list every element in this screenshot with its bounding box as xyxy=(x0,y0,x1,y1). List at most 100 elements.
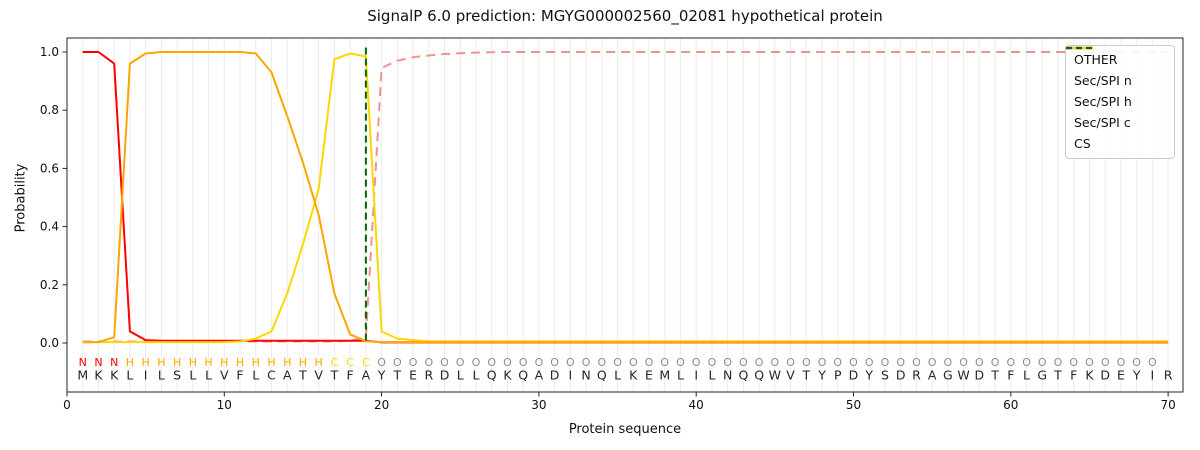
region-letter: H xyxy=(252,356,260,369)
residue-letter: D xyxy=(975,368,985,383)
residue-letter: I xyxy=(569,368,573,383)
region-letter: O xyxy=(1148,356,1157,369)
residue-letter: T xyxy=(393,368,402,383)
residue-letter: Q xyxy=(597,368,607,383)
residue-letter: L xyxy=(472,368,479,383)
legend-label: Sec/SPI c xyxy=(1074,115,1131,130)
region-letter: O xyxy=(708,356,717,369)
residue-letter: L xyxy=(457,368,464,383)
x-axis: 0 10 20 30 40 50 60 70 xyxy=(63,392,1176,412)
residue-letter: Q xyxy=(487,368,497,383)
region-letter: O xyxy=(1069,356,1078,369)
residue-letter: L xyxy=(614,368,621,383)
x-tick-label: 50 xyxy=(846,398,861,412)
residue-letter: I xyxy=(144,368,148,383)
legend-label: Sec/SPI n xyxy=(1074,73,1132,88)
region-letter: O xyxy=(676,356,685,369)
region-letter: O xyxy=(424,356,433,369)
region-letter: H xyxy=(189,356,197,369)
residue-letter: L xyxy=(205,368,212,383)
residue-letter: V xyxy=(314,368,323,383)
residue-letter: M xyxy=(659,368,670,383)
series-line-sec-spi-h xyxy=(82,51,1169,344)
region-letter: H xyxy=(142,356,150,369)
region-letter: O xyxy=(660,356,669,369)
region-letter: O xyxy=(739,356,748,369)
region-letter: H xyxy=(157,356,165,369)
region-letter: O xyxy=(849,356,858,369)
y-axis: 0.0 0.2 0.4 0.6 0.8 1.0 xyxy=(40,45,67,350)
chart-title: SignalP 6.0 prediction: MGYG000002560_02… xyxy=(367,7,883,25)
series-line-sec-spi-c xyxy=(82,52,1169,344)
x-tick-label: 60 xyxy=(1003,398,1018,412)
region-letter: O xyxy=(975,356,984,369)
residue-letter: R xyxy=(912,368,921,383)
x-tick-label: 0 xyxy=(63,398,71,412)
y-tick-label: 0.4 xyxy=(40,220,59,234)
region-letter: O xyxy=(771,356,780,369)
region-letter: N xyxy=(79,356,87,369)
x-axis-label: Protein sequence xyxy=(568,422,682,437)
residue-letter: F xyxy=(347,368,354,383)
residue-letter: A xyxy=(362,368,371,383)
region-letter: O xyxy=(487,356,496,369)
residue-letter: D xyxy=(896,368,906,383)
residue-letter: A xyxy=(283,368,292,383)
region-letter: H xyxy=(220,356,228,369)
region-letter: O xyxy=(1085,356,1094,369)
y-tick-label: 1.0 xyxy=(40,45,59,59)
residue-letter: Q xyxy=(754,368,764,383)
region-letter: O xyxy=(818,356,827,369)
x-tick-label: 70 xyxy=(1160,398,1175,412)
legend-item-cs: CS xyxy=(1066,46,1166,151)
region-letter: O xyxy=(503,356,512,369)
region-letter: O xyxy=(833,356,842,369)
region-letter: O xyxy=(802,356,811,369)
series-line-sec-spi-n xyxy=(82,51,1169,344)
residue-letter: L xyxy=(189,368,196,383)
region-letter: O xyxy=(755,356,764,369)
region-letter: O xyxy=(393,356,402,369)
residue-letter: W xyxy=(957,368,969,383)
region-letter: O xyxy=(582,356,591,369)
residue-letter: W xyxy=(769,368,781,383)
gridlines xyxy=(82,38,1169,392)
region-letter: O xyxy=(597,356,606,369)
residue-letter: D xyxy=(440,368,450,383)
residue-letter: S xyxy=(881,368,889,383)
residue-letter: Q xyxy=(738,368,748,383)
region-letter: H xyxy=(173,356,181,369)
y-tick-label: 0.8 xyxy=(40,103,59,117)
region-letter: H xyxy=(315,356,323,369)
residue-letter: A xyxy=(928,368,937,383)
region-letter: H xyxy=(283,356,291,369)
region-letter: O xyxy=(912,356,921,369)
residue-letter: D xyxy=(849,368,859,383)
region-letter: O xyxy=(472,356,481,369)
residue-letter: E xyxy=(645,368,653,383)
x-tick-label: 10 xyxy=(217,398,232,412)
region-letter: O xyxy=(629,356,638,369)
residue-letter: L xyxy=(252,368,259,383)
residue-letter: Q xyxy=(518,368,528,383)
legend-label: CS xyxy=(1074,136,1091,151)
residue-letter: K xyxy=(1085,368,1094,383)
region-letter: O xyxy=(519,356,528,369)
region-letter: O xyxy=(896,356,905,369)
residue-letter: F xyxy=(236,368,243,383)
residue-letter: I xyxy=(1151,368,1155,383)
legend-item-sec-spi-n: Sec/SPI n xyxy=(1066,46,1166,88)
x-tick-label: 40 xyxy=(689,398,704,412)
legend-swatch-line xyxy=(1066,46,1093,50)
residue-letter: L xyxy=(708,368,715,383)
residue-letter: Y xyxy=(377,368,386,383)
residue-letter: L xyxy=(158,368,165,383)
legend-item-other: OTHER xyxy=(1066,46,1166,67)
residue-letter: S xyxy=(173,368,181,383)
residue-letter: V xyxy=(786,368,795,383)
residue-letter: Y xyxy=(817,368,826,383)
region-letter: H xyxy=(299,356,307,369)
residue-letter: G xyxy=(1037,368,1047,383)
